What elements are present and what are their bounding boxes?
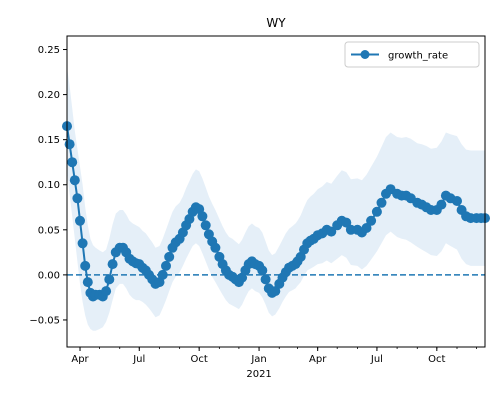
growth-rate-point xyxy=(341,217,352,228)
y-tick-label: 0.15 xyxy=(38,135,60,146)
growth-rate-point xyxy=(376,197,387,208)
series-layer xyxy=(62,121,490,302)
growth-rate-point xyxy=(80,260,91,271)
y-tick-label: 0.05 xyxy=(38,225,60,236)
y-tick-label: 0.00 xyxy=(38,270,60,281)
growth-rate-point xyxy=(371,206,382,217)
x-tick-label: Jul xyxy=(370,354,383,365)
growth-rate-point xyxy=(366,215,377,226)
growth-rate-point xyxy=(161,260,171,271)
growth-rate-point xyxy=(82,277,93,288)
y-tick-label: 0.10 xyxy=(38,180,60,191)
legend-box xyxy=(344,41,480,68)
growth-rate-point xyxy=(69,175,80,186)
x-tick-label: Oct xyxy=(428,354,445,365)
growth-rate-point xyxy=(260,274,271,285)
growth-rate-point xyxy=(77,238,88,249)
growth-rate-point xyxy=(64,139,75,150)
confidence-band xyxy=(67,67,485,331)
growth-rate-point xyxy=(164,251,175,262)
growth-rate-point xyxy=(200,220,211,231)
growth-rate-point xyxy=(157,269,168,280)
y-axis: −0.05 0.00 0.05 0.10 0.15 0.20 0.25 xyxy=(29,45,67,326)
growth-rate-point xyxy=(452,196,462,206)
growth-rate-point xyxy=(257,265,268,276)
y-tick-label: −0.05 xyxy=(29,315,60,326)
y-tick-label: 0.20 xyxy=(38,90,60,101)
x-tick-label: Oct xyxy=(191,354,208,365)
x-axis-label: 2021 xyxy=(246,369,271,380)
legend-marker-swatch xyxy=(360,50,370,59)
growth-rate-point xyxy=(197,211,208,222)
growth-rate-point xyxy=(436,199,447,210)
x-tick-label: Jan xyxy=(250,354,266,365)
chart-title: WY xyxy=(266,16,286,30)
growth-rate-point xyxy=(72,193,83,204)
x-tick-label: Jul xyxy=(132,354,145,365)
growth-rate-point xyxy=(101,286,112,297)
legend: growth_rate xyxy=(344,41,480,68)
plot-frame xyxy=(66,35,486,348)
y-tick-label: 0.25 xyxy=(38,45,60,56)
growth-rate-point xyxy=(361,223,372,233)
x-axis: Apr Jul Oct Jan Apr Jul Oct xyxy=(71,347,477,365)
growth-rate-point xyxy=(107,259,118,270)
growth-rate-point xyxy=(67,157,78,168)
growth-rate-point xyxy=(75,215,85,226)
confidence-band-layer xyxy=(67,67,485,331)
x-tick-label: Apr xyxy=(309,354,327,365)
x-tick-label: Apr xyxy=(71,354,89,365)
legend-label-growth-rate: growth_rate xyxy=(388,51,448,62)
growth-rate-point xyxy=(326,226,337,237)
growth-rate-point xyxy=(104,274,115,285)
growth-rate-point xyxy=(210,242,221,253)
